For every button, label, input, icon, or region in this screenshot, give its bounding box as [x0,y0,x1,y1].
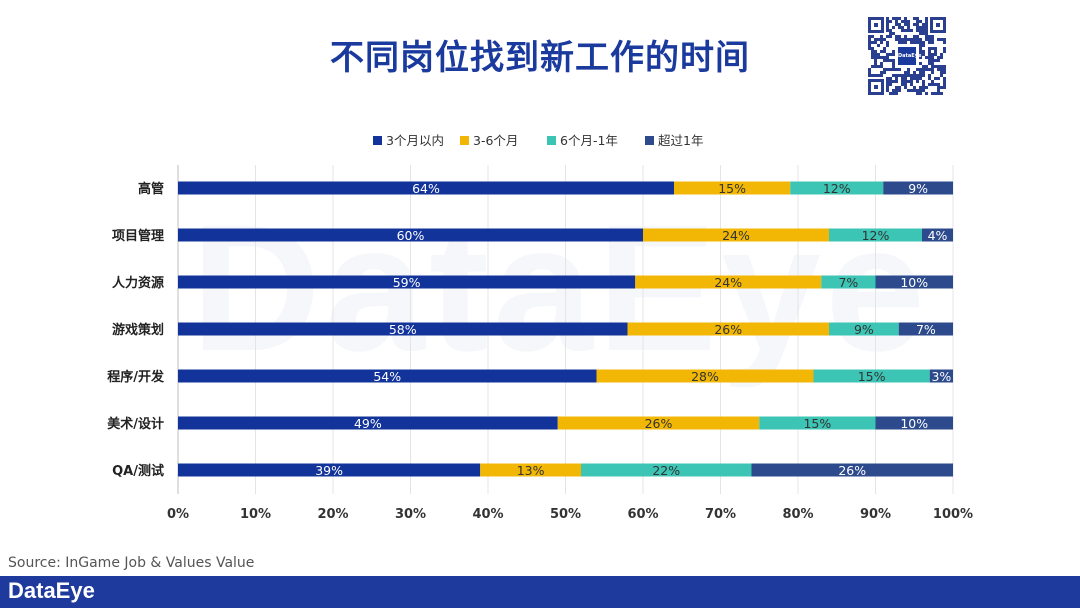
data-label: 59% [393,275,421,290]
data-label: 28% [691,369,719,384]
legend-swatch [373,136,382,145]
legend-label: 超过1年 [658,133,703,148]
data-label: 10% [900,416,928,431]
qr-logo: DataEye [898,47,921,65]
legend-swatch [460,136,469,145]
source-note: Source: InGame Job & Values Value [8,555,255,571]
data-label: 9% [908,181,928,196]
x-tick-label: 10% [240,507,271,522]
legend-label: 3个月以内 [386,133,444,148]
bar-segment [581,463,752,477]
qr-finder-bottom-left [868,79,884,95]
data-label: 4% [928,228,948,243]
bar-segment [829,322,899,336]
data-label: 60% [397,228,425,243]
bar-segment [751,463,953,477]
data-label: 13% [517,463,545,478]
qr-finder-top-left [868,17,884,33]
bar-segment [790,181,884,195]
data-label: 26% [645,416,673,431]
category-label: 游戏策划 [112,322,164,338]
data-label: 12% [862,228,890,243]
stacked-bar-chart: 0% 10% 20% 30% 40% 50% 60% 70% 80% 90% 100% 高管 64% 15… [107,133,973,522]
category-label: 美术/设计 [107,416,164,432]
category-label: 高管 [138,181,164,197]
bar-segment [875,275,953,289]
qr-pattern [868,17,946,95]
legend-swatch [645,136,654,145]
x-tick-label: 50% [550,507,581,522]
data-label: 3% [931,369,951,384]
data-label: 58% [389,322,417,337]
data-label: 54% [373,369,401,384]
x-tick-label: 0% [167,507,189,522]
data-label: 24% [714,275,742,290]
bar-segment [929,369,953,383]
data-label: 49% [354,416,382,431]
x-tick-label: 40% [472,507,503,522]
bar-segment [178,369,597,383]
x-tick-label: 20% [317,507,348,522]
bar-segment [178,275,636,289]
bar-segment [178,228,643,242]
data-label: 39% [315,463,343,478]
bar-segment [635,275,822,289]
bar-segment [922,228,953,242]
category-label: QA/测试 [112,463,164,479]
bar-segment [596,369,814,383]
x-tick-label: 80% [782,507,813,522]
data-label: 12% [823,181,851,196]
bar-segment [480,463,581,477]
x-tick-label: 60% [627,507,658,522]
bar-segment [178,416,558,430]
data-label: 64% [412,181,440,196]
category-label: 项目管理 [112,228,164,244]
bar-segment [643,228,829,242]
data-label: 15% [718,181,746,196]
data-label: 7% [838,275,858,290]
bar-segment [178,181,674,195]
footer-logo: DataEye [8,578,95,603]
data-label: 24% [722,228,750,243]
qr-finder-top-right [930,17,946,33]
bar-segment [627,322,829,336]
data-label: 26% [714,322,742,337]
category-label: 人力资源 [112,275,164,291]
data-label: 26% [838,463,866,478]
x-tick-label: 100% [933,507,973,522]
data-label: 9% [854,322,874,337]
x-tick-label: 90% [860,507,891,522]
data-label: 15% [858,369,886,384]
bar-segment [813,369,930,383]
bar-segment [178,463,481,477]
legend-label: 6个月-1年 [560,133,618,148]
bar-segment [883,181,953,195]
legend-label: 3-6个月 [473,133,518,148]
legend-swatch [547,136,556,145]
bar-segment [759,416,876,430]
footer-bar: DataEye [0,576,1080,608]
data-label: 7% [916,322,936,337]
page-title: 不同岗位找到新工作的时间 [330,38,750,78]
data-label: 15% [803,416,831,431]
bar-segment [557,416,760,430]
data-label: 22% [652,463,680,478]
bar-segment [898,322,953,336]
data-label: 10% [900,275,928,290]
category-label: 程序/开发 [107,369,165,385]
bar-segment [821,275,876,289]
x-tick-label: 30% [395,507,426,522]
bar-segment [674,181,791,195]
bar-segment [875,416,953,430]
qr-code: DataEye [868,17,946,95]
bar-segment [829,228,922,242]
bar-segment [178,322,628,336]
x-tick-label: 70% [705,507,736,522]
